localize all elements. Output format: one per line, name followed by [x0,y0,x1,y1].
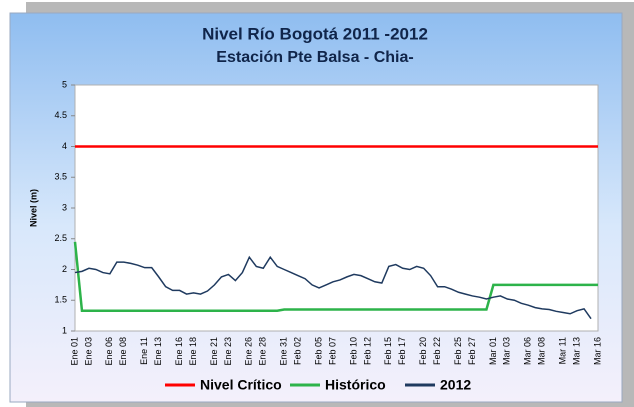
x-tick-label: Feb 02 [293,337,303,365]
legend-label: Histórico [325,377,386,393]
y-tick-label: 1 [62,325,67,335]
y-axis-label: Nivel (m) [28,189,38,227]
series-line [73,241,598,312]
x-tick-label: Feb 12 [362,337,372,365]
x-tick-label: Mar 11 [558,337,568,364]
x-tick-label: Ene 03 [83,337,93,366]
x-tick-label: Ene 23 [223,337,233,366]
x-tick-label: Ene 13 [153,337,163,366]
x-tick-label: Feb 27 [467,337,477,365]
x-tick-label: Feb 10 [348,337,358,365]
x-tick-label: Ene 01 [69,337,79,366]
y-tick-label: 1.5 [54,295,67,305]
chart-subtitle: Estación Pte Balsa - Chia- [216,49,413,66]
legend-label: Nivel Crítico [200,377,282,393]
chart-title: Nivel Río Bogotá 2011 -2012 [202,24,428,43]
x-tick-label: Ene 06 [104,337,114,366]
x-tick-label: Ene 18 [188,337,198,366]
x-tick-label: Ene 11 [139,337,149,365]
x-tick-label: Mar 01 [488,337,498,365]
y-tick-label: 4 [62,141,67,151]
x-tick-label: Mar 06 [523,337,533,365]
y-tick-label: 2 [62,264,67,274]
y-tick-label: 3 [62,202,67,212]
x-tick-label: Feb 22 [432,337,442,365]
x-tick-label: Ene 21 [209,337,219,366]
x-tick-label: Feb 15 [383,337,393,365]
legend-label: 2012 [440,377,471,393]
x-tick-label: Mar 13 [571,337,581,365]
y-tick-label: 2.5 [54,233,67,243]
x-tick-label: Feb 07 [327,337,337,365]
x-tick-label: Ene 26 [244,337,254,366]
x-tick-label: Feb 17 [397,337,407,365]
y-tick-label: 5 [62,79,67,89]
x-tick-label: Ene 31 [279,337,289,366]
y-tick-label: 3.5 [54,172,67,182]
y-tick-label: 4.5 [54,110,67,120]
x-tick-label: Mar 16 [592,337,602,365]
x-tick-label: Feb 25 [453,337,463,365]
x-tick-label: Ene 08 [118,337,128,366]
x-tick-label: Ene 28 [258,337,268,366]
x-tick-label: Mar 08 [537,337,547,365]
x-tick-label: Ene 16 [174,337,184,366]
series-line [74,255,592,320]
x-tick-label: Mar 03 [502,337,512,365]
x-tick-label: Feb 20 [418,337,428,365]
x-tick-label: Feb 05 [313,337,323,365]
plot-area [74,84,599,332]
